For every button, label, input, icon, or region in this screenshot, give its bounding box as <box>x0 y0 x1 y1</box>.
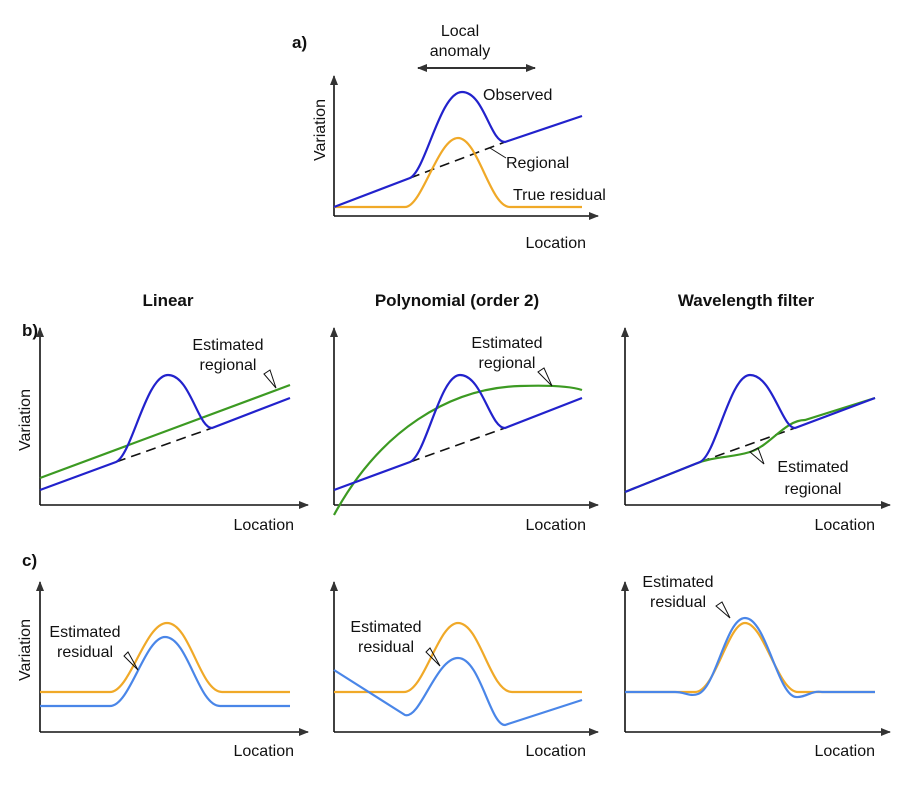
panel-c-label: c) <box>22 551 37 570</box>
panel-c: c) Variation Location Estimated residual… <box>17 551 891 760</box>
annotation-leader <box>425 647 441 667</box>
plot-b-wavelength: Location Estimated regional <box>621 327 891 534</box>
regional-line <box>409 141 506 179</box>
true-residual-label: True residual <box>513 187 606 204</box>
annotation-line-2: residual <box>57 644 113 661</box>
observed-curve <box>333 373 583 492</box>
true-residual-curve <box>625 621 875 694</box>
plot-c-linear: Location Estimated residual <box>36 581 309 760</box>
observed-label: Observed <box>483 87 552 104</box>
plot-b-polynomial: Location Estimated regional <box>330 327 599 534</box>
annotation-leader <box>537 367 553 387</box>
observed-curve <box>333 90 583 209</box>
annotation-line-1: Estimated <box>777 459 848 476</box>
column-title-wavelength: Wavelength filter <box>678 291 815 310</box>
estimated-residual-curve <box>333 656 583 727</box>
annotation-leader <box>715 601 731 619</box>
estimated-regional-curve <box>39 383 291 480</box>
x-axis-label: Location <box>526 517 587 534</box>
annotation-line-1: Estimated <box>192 337 263 354</box>
estimated-residual-curve <box>625 616 875 699</box>
local-anomaly-label-2: anomaly <box>430 43 490 60</box>
annotation-line-2: regional <box>785 481 842 498</box>
panel-b: b) Linear Polynomial (order 2) Wavelengt… <box>17 291 891 534</box>
observed-curve <box>39 373 291 492</box>
x-axis-label: Location <box>234 743 295 760</box>
estimated-regional-curve <box>333 384 583 516</box>
y-axis-label: Variation <box>17 389 34 451</box>
regional-line <box>699 427 796 463</box>
observed-curve <box>624 373 876 494</box>
panel-a-label: a) <box>292 33 307 52</box>
panel-a: a) Local anomaly Variation Location Obse… <box>292 23 606 252</box>
annotation-leader <box>263 369 277 389</box>
panel-b-label: b) <box>22 321 38 340</box>
annotation-line-2: regional <box>200 357 257 374</box>
plot-c-wavelength: Location Estimated residual <box>621 574 891 760</box>
regional-line <box>409 427 506 463</box>
annotation-leader <box>123 651 139 671</box>
annotation-line-2: residual <box>358 639 414 656</box>
annotation-line-1: Estimated <box>471 335 542 352</box>
plot-c-polynomial: Location Estimated residual <box>330 581 599 760</box>
annotation-line-2: residual <box>650 594 706 611</box>
x-axis-label: Location <box>526 235 587 252</box>
annotation-line-1: Estimated <box>642 574 713 591</box>
regional-label: Regional <box>506 155 569 172</box>
x-axis-label: Location <box>815 743 876 760</box>
true-residual-curve <box>334 621 582 694</box>
annotation-line-2: regional <box>479 355 536 372</box>
column-title-linear: Linear <box>142 291 193 310</box>
x-axis-label: Location <box>815 517 876 534</box>
estimated-residual-curve <box>40 635 290 708</box>
regional-leader <box>489 147 507 159</box>
x-axis-label: Location <box>526 743 587 760</box>
plot-b-linear: Location Estimated regional <box>36 327 309 534</box>
true-residual-curve <box>40 621 290 694</box>
x-axis-label: Location <box>234 517 295 534</box>
y-axis-label: Variation <box>17 619 34 681</box>
y-axis-label: Variation <box>312 99 329 161</box>
column-title-polynomial: Polynomial (order 2) <box>375 291 539 310</box>
true-residual-curve <box>334 136 582 209</box>
regional-line <box>115 427 213 463</box>
annotation-line-1: Estimated <box>49 624 120 641</box>
local-anomaly-label-1: Local <box>441 23 479 40</box>
annotation-line-1: Estimated <box>350 619 421 636</box>
annotation-leader <box>749 447 765 465</box>
